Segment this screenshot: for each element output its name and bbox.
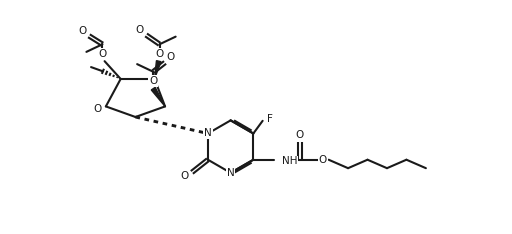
- Text: NH: NH: [282, 156, 297, 166]
- Text: O: O: [318, 155, 327, 165]
- Text: N: N: [227, 168, 234, 178]
- Text: O: O: [156, 49, 164, 58]
- Text: O: O: [296, 130, 304, 140]
- Polygon shape: [155, 61, 161, 79]
- Text: O: O: [149, 76, 157, 86]
- Text: O: O: [180, 171, 188, 181]
- Polygon shape: [151, 87, 165, 106]
- Text: O: O: [78, 26, 87, 36]
- Text: N: N: [204, 128, 212, 139]
- Text: O: O: [136, 25, 144, 35]
- Text: O: O: [98, 49, 106, 58]
- Text: O: O: [166, 52, 174, 62]
- Text: O: O: [93, 103, 101, 113]
- Text: F: F: [267, 114, 273, 124]
